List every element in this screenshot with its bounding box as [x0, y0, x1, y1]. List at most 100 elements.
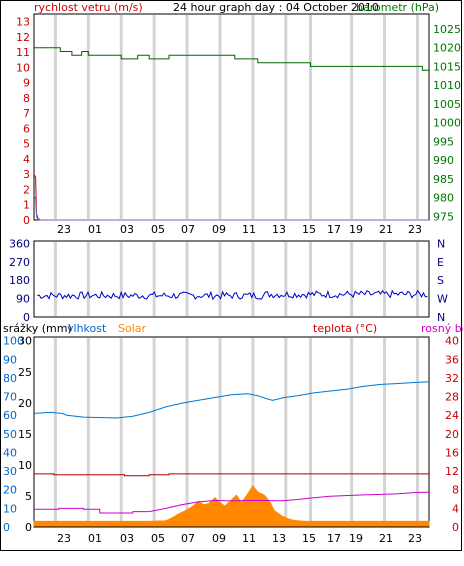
pressure-tick-label: 1010: [433, 79, 461, 92]
rain-tick-label: 10: [18, 459, 32, 472]
rain-tick-label: 25: [18, 366, 32, 379]
direction-tick-label: 270: [9, 256, 30, 269]
temperature-tick-label: 36: [445, 353, 459, 366]
wind-speed-tick-label: 3: [23, 168, 30, 181]
series-area-solar: [33, 485, 430, 527]
pressure-tick-label: 980: [433, 192, 454, 205]
humidity-tick-label: 80: [3, 372, 17, 385]
series-line-gust: [33, 195, 429, 221]
pressure-tick-label: 985: [433, 173, 454, 186]
direction-tick-label: 0: [23, 311, 30, 324]
dew-point-label: rosný bod: [421, 322, 463, 335]
temperature-tick-label: 16: [445, 446, 459, 459]
humidity-tick-label: 20: [3, 484, 17, 497]
temperature-tick-label: 24: [445, 409, 459, 422]
pressure-tick-label: 1020: [433, 42, 461, 55]
humidity-tick-label: 100: [3, 335, 24, 348]
temperature-tick-label: 12: [445, 465, 459, 478]
temperature-tick-label: 4: [452, 502, 459, 515]
humidity-tick-label: 90: [3, 353, 17, 366]
wind-speed-tick-label: 7: [23, 107, 30, 120]
series-line-vlhkost: [33, 381, 430, 419]
humidity-tick-label: 50: [3, 428, 17, 441]
temperature-label: teplota (°C): [313, 322, 377, 335]
top-x-tick-label: 13: [272, 223, 286, 236]
rain-tick-label: 30: [18, 335, 32, 348]
bottom-x-tick-label: 15: [302, 532, 316, 545]
compass-tick-label: N: [437, 311, 445, 324]
top-x-tick-label: 03: [120, 223, 134, 236]
pressure-tick-label: 990: [433, 154, 454, 167]
humidity-tick-label: 70: [3, 391, 17, 404]
series-line-teplota: [34, 473, 429, 477]
bottom-x-tick-label: 21: [379, 532, 393, 545]
bottom-x-tick-label: 11: [242, 532, 256, 545]
wind-speed-tick-label: 6: [23, 122, 30, 135]
compass-tick-label: S: [437, 274, 444, 287]
direction-tick-label: 180: [9, 274, 30, 287]
bottom-x-tick-label: 13: [272, 532, 286, 545]
temperature-tick-label: 32: [445, 372, 459, 385]
pressure-tick-label: 1000: [433, 117, 461, 130]
humidity-label: vlhkost: [67, 322, 107, 335]
bottom-x-tick-label: 07: [181, 532, 195, 545]
series-line-wind-direction: [37, 289, 428, 301]
wind-speed-tick-label: 13: [16, 16, 30, 29]
humidity-tick-label: 60: [3, 409, 17, 422]
rain-tick-label: 0: [25, 521, 32, 534]
chart-layer: 0123456789101112139759809859909951000100…: [3, 13, 461, 545]
humidity-tick-label: 40: [3, 446, 17, 459]
top-x-tick-label: 15: [302, 223, 316, 236]
rain-tick-label: 20: [18, 397, 32, 410]
top-x-tick-label: 07: [181, 223, 195, 236]
temperature-tick-label: 20: [445, 428, 459, 441]
bottom-x-tick-label: 19: [349, 532, 363, 545]
direction-tick-label: 360: [9, 237, 30, 250]
temperature-tick-label: 0: [452, 521, 459, 534]
wind-direction-plot-area: [33, 240, 430, 318]
compass-tick-label: E: [437, 256, 444, 269]
wind-speed-tick-label: 5: [23, 138, 30, 151]
temperature-tick-label: 28: [445, 391, 459, 404]
graph-frame: rychlost vetru (m/s) 24 hour graph day :…: [0, 0, 464, 551]
wind-speed-tick-label: 4: [23, 153, 30, 166]
temperature-tick-label: 40: [445, 335, 459, 348]
humidity-tick-label: 30: [3, 465, 17, 478]
wind-speed-tick-label: 11: [16, 46, 30, 59]
temperature-tick-label: 8: [452, 484, 459, 497]
wind-speed-tick-label: 9: [23, 77, 30, 90]
pressure-tick-label: 995: [433, 135, 454, 148]
top-x-tick-label: 09: [212, 223, 226, 236]
bottom-x-tick-label: 05: [151, 532, 165, 545]
humidity-tick-label: 10: [3, 502, 17, 515]
bottom-x-tick-label: 17: [327, 532, 341, 545]
top-x-tick-label: 23: [57, 223, 71, 236]
series-line-barometr: [34, 47, 429, 71]
bottom-x-tick-label: 23: [57, 532, 71, 545]
bottom-x-tick-label: 01: [88, 532, 102, 545]
wind-speed-tick-label: 12: [16, 31, 30, 44]
pressure-tick-label: 975: [433, 210, 454, 223]
solar-label: Solar: [118, 322, 147, 335]
top-x-tick-label: 23: [408, 223, 422, 236]
bottom-x-tick-label: 03: [120, 532, 134, 545]
top-x-tick-label: 05: [151, 223, 165, 236]
pressure-tick-label: 1015: [433, 60, 461, 73]
wind-speed-tick-label: 10: [16, 61, 30, 74]
rain-tick-label: 15: [18, 428, 32, 441]
rain-tick-label: 5: [25, 490, 32, 503]
compass-tick-label: N: [437, 237, 445, 250]
compass-tick-label: W: [437, 293, 448, 306]
top-x-tick-label: 19: [349, 223, 363, 236]
wind-speed-axis-label: rychlost vetru (m/s): [34, 1, 143, 14]
wind-speed-tick-label: 8: [23, 92, 30, 105]
bottom-x-tick-label: 09: [212, 532, 226, 545]
weather-graphs: rychlost vetru (m/s) 24 hour graph day :…: [3, 1, 464, 545]
pressure-tick-label: 1005: [433, 98, 461, 111]
rain-axis-label: srážky (mm): [3, 322, 72, 335]
top-x-tick-label: 21: [379, 223, 393, 236]
chart-title: 24 hour graph day : 04 October 2010: [173, 1, 379, 14]
wind-speed-tick-label: 2: [23, 183, 30, 196]
top-x-tick-label: 11: [242, 223, 256, 236]
pressure-tick-label: 1025: [433, 23, 461, 36]
